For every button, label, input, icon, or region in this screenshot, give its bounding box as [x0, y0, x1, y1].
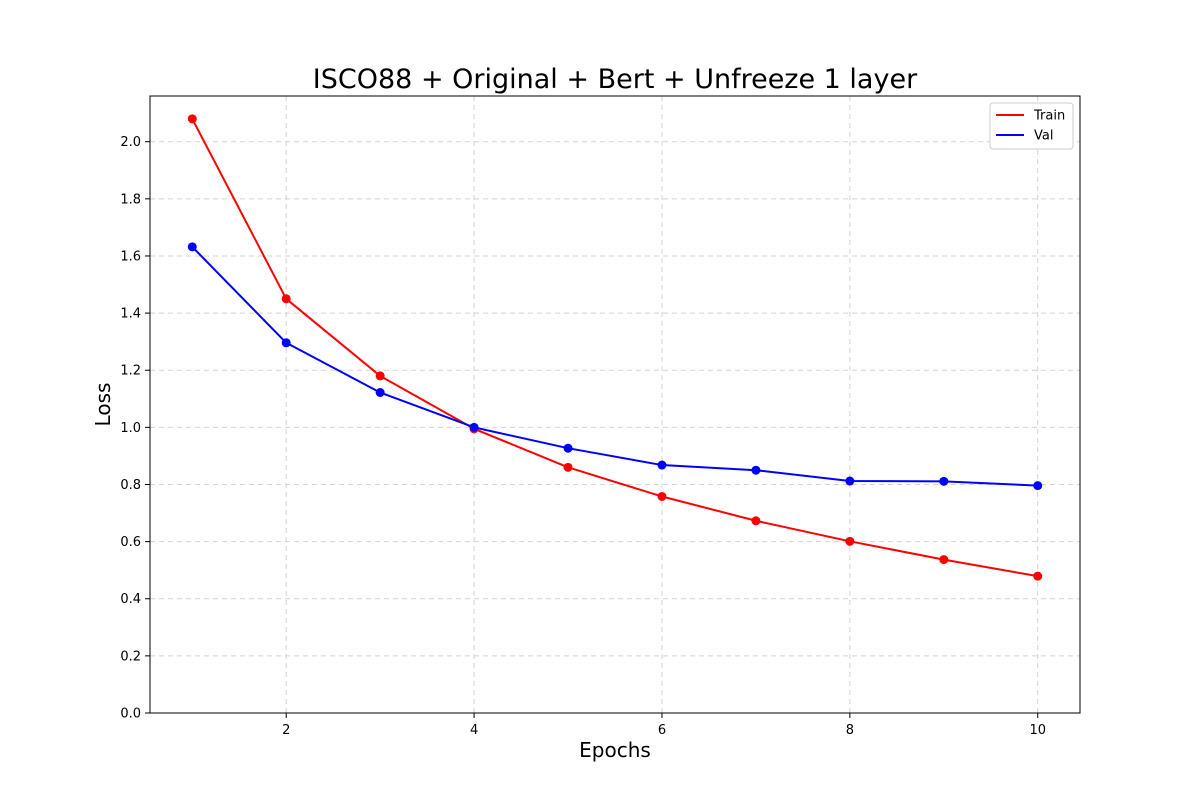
- y-tick-label: 0.0: [120, 707, 141, 722]
- data-point-val: [657, 460, 667, 470]
- chart-title: ISCO88 + Original + Bert + Unfreeze 1 la…: [313, 64, 918, 95]
- data-point-train: [657, 491, 667, 501]
- data-point-val: [281, 338, 291, 348]
- data-point-train: [563, 462, 573, 472]
- data-point-val: [845, 476, 855, 486]
- legend-label-train: Train: [1033, 109, 1065, 124]
- legend-label-val: Val: [1034, 129, 1053, 144]
- axis-ticks: 2 4 6 8 10 0.0 0.2 0.4 0.6 0.8 1.0 1.2 1.4 1.6 1.8 2.0: [120, 135, 1046, 738]
- data-point-val: [375, 388, 385, 398]
- y-tick-label: 0.6: [120, 535, 141, 550]
- x-tick-label: 2: [282, 723, 290, 738]
- series-layer: [187, 114, 1043, 581]
- data-point-train: [751, 516, 761, 526]
- y-tick-label: 2.0: [120, 135, 141, 150]
- data-point-train: [845, 536, 855, 546]
- data-point-train: [939, 555, 949, 565]
- x-tick-label: 10: [1029, 723, 1046, 738]
- x-tick-label: 4: [470, 723, 478, 738]
- y-tick-label: 0.8: [120, 478, 141, 493]
- data-point-train: [187, 114, 197, 124]
- series-line-val: [191, 246, 1038, 487]
- legend: Train Val: [989, 102, 1074, 150]
- y-axis-label: Loss: [91, 383, 115, 427]
- x-tick-label: 6: [658, 723, 666, 738]
- y-tick-label: 1.6: [120, 249, 141, 264]
- data-point-val: [939, 476, 949, 486]
- plot-frame: [149, 95, 1081, 714]
- series-val: [187, 242, 1043, 491]
- series-line-train: [191, 118, 1038, 578]
- x-tick-label: 8: [846, 723, 854, 738]
- y-tick-label: 0.2: [120, 649, 141, 664]
- data-point-train: [375, 371, 385, 381]
- y-tick-label: 1.0: [120, 421, 141, 436]
- y-tick-label: 1.8: [120, 192, 141, 207]
- data-point-train: [281, 294, 291, 304]
- y-tick-label: 0.4: [120, 592, 141, 607]
- y-tick-label: 1.4: [120, 307, 141, 322]
- data-point-val: [187, 242, 197, 252]
- data-point-val: [469, 422, 479, 432]
- data-point-val: [563, 443, 573, 453]
- y-tick-label: 1.2: [120, 364, 141, 379]
- data-point-val: [751, 465, 761, 475]
- data-point-train: [1033, 571, 1043, 581]
- data-point-val: [1033, 481, 1043, 491]
- x-axis-label: Epochs: [579, 738, 651, 762]
